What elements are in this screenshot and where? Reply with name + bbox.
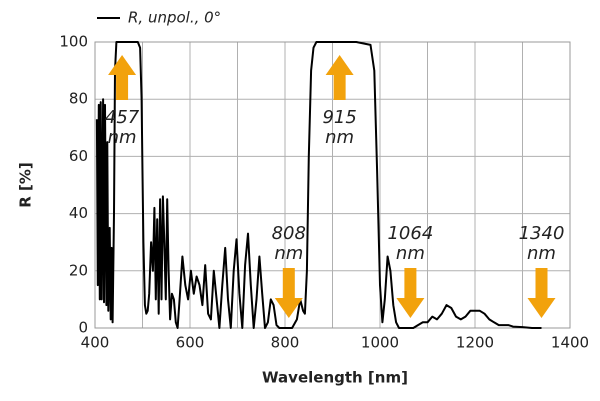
annotation-unit: nm <box>325 127 354 148</box>
y-tick-label: 0 <box>78 319 88 337</box>
y-axis-label: R [%] <box>17 162 35 208</box>
x-tick-label: 600 <box>176 334 205 352</box>
annotation-arrow <box>527 268 556 318</box>
annotation-arrow <box>396 268 425 318</box>
annotation-unit: nm <box>108 127 137 148</box>
x-tick-label: 400 <box>81 334 110 352</box>
annotation-label: 457 <box>105 107 140 128</box>
x-tick-label: 1000 <box>361 334 399 352</box>
x-axis-label: Wavelength [nm] <box>262 369 408 387</box>
y-tick-label: 40 <box>69 204 88 222</box>
annotation-unit: nm <box>396 243 425 264</box>
legend-label: R, unpol., 0° <box>128 9 221 27</box>
data-line <box>95 41 542 329</box>
y-tick-label: 20 <box>69 261 88 279</box>
annotation-arrow <box>325 55 354 100</box>
annotation-unit: nm <box>274 243 303 264</box>
x-tick-label: 800 <box>271 334 300 352</box>
annotation-arrow <box>108 55 137 100</box>
x-tick-label: 1200 <box>456 334 494 352</box>
annotation-label: 1064 <box>387 223 433 244</box>
y-tick-label: 80 <box>69 90 88 108</box>
annotation-arrow <box>274 268 303 318</box>
annotation-label: 1340 <box>519 223 565 244</box>
annotation-unit: nm <box>527 243 556 264</box>
x-tick-label: 1400 <box>551 334 589 352</box>
annotation-label: 915 <box>322 107 356 128</box>
y-tick-label: 60 <box>69 147 88 165</box>
y-tick-label: 100 <box>59 33 88 51</box>
annotation-label: 808 <box>272 223 306 244</box>
